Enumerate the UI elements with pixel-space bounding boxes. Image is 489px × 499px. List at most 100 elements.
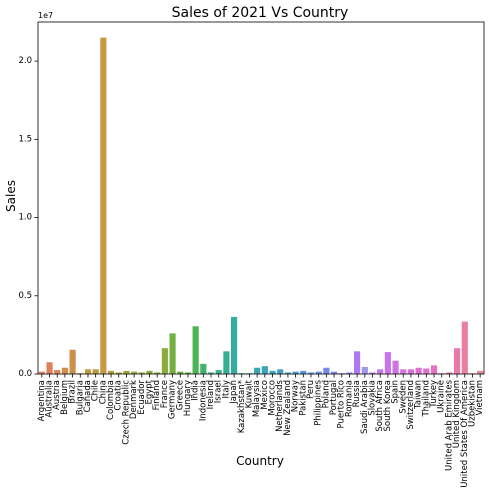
- bar-malaysia: [254, 367, 261, 374]
- x-axis-ticks: ArgentinaAustraliaAustriaBelgiumBrazilBu…: [37, 374, 485, 488]
- x-tick-label: Belgium: [60, 380, 70, 415]
- x-tick-label: Bulgaria: [75, 380, 85, 415]
- x-tick-label: Mexico: [260, 380, 270, 410]
- x-tick-label: Slovakia: [368, 380, 378, 416]
- x-tick-label: Poland: [321, 380, 331, 408]
- x-tick-label: Sweden: [398, 380, 408, 414]
- bar-south-korea: [384, 352, 391, 374]
- x-tick-label: Austria: [52, 380, 62, 410]
- x-tick-label: Brazil: [68, 380, 78, 404]
- bar-india: [192, 326, 199, 374]
- x-tick-label: Argentina: [37, 380, 47, 421]
- x-tick-label: Ireland: [206, 380, 216, 409]
- x-tick-label: Colombia: [106, 380, 116, 420]
- x-tick-label: Switzerland: [406, 380, 416, 430]
- x-tick-label: South Korea: [383, 380, 393, 432]
- x-tick-label: Morocco: [268, 380, 278, 416]
- x-tick-label: Czech Republic: [121, 380, 131, 445]
- x-tick-label: Japan: [229, 380, 239, 405]
- y-tick-label: 1.0: [18, 213, 32, 223]
- bar-hungary: [184, 372, 192, 374]
- x-tick-label: Germany: [168, 380, 178, 419]
- bar-ireland: [207, 372, 215, 374]
- x-tick-label: Portugal: [329, 380, 339, 415]
- x-tick-label: South Africa: [375, 380, 385, 432]
- bar-taiwan: [415, 367, 422, 374]
- bar-germany: [169, 333, 176, 374]
- y-axis-multiplier: 1e7: [38, 11, 53, 20]
- bar-czech-republic: [123, 370, 130, 374]
- bar-australia: [46, 362, 53, 374]
- bar-new-zealand: [284, 372, 291, 374]
- bar-egypt: [146, 370, 153, 374]
- x-tick-label: Hungary: [183, 380, 193, 416]
- y-tick-label: 0.5: [18, 291, 32, 301]
- bar-croatia: [115, 372, 122, 374]
- bar-china: [100, 37, 107, 374]
- bar-indonesia: [200, 363, 207, 374]
- y-tick-label: 1.5: [18, 134, 32, 144]
- x-tick-label: Kazakhstan*: [237, 380, 247, 433]
- x-tick-label: Finland: [152, 380, 162, 410]
- x-tick-label: Norway: [291, 380, 301, 412]
- bar-canada: [84, 369, 92, 374]
- x-tick-label: Kuwait: [244, 379, 254, 408]
- x-tick-label: India: [191, 380, 201, 401]
- x-tick-label: Israel: [214, 380, 224, 403]
- x-tick-label: Turkey: [429, 380, 439, 409]
- bar-united-states-of-america: [461, 321, 468, 374]
- x-tick-label: Canada: [83, 380, 93, 412]
- bar-russia: [354, 351, 361, 374]
- bar-japan: [231, 316, 238, 374]
- bar-spain: [392, 360, 399, 374]
- bar-portugal: [330, 371, 338, 374]
- bar-greece: [177, 371, 184, 374]
- plot-frame: [37, 21, 485, 375]
- x-tick-label: United States Of America: [460, 380, 470, 488]
- x-tick-label: Taiwan: [414, 380, 424, 410]
- bar-peru: [307, 372, 315, 374]
- bar-israel: [215, 370, 222, 374]
- bar-united-kingdom: [454, 348, 461, 374]
- bar-south-africa: [377, 369, 384, 374]
- bar-morocco: [269, 370, 276, 374]
- x-tick-label: Romania: [344, 380, 354, 417]
- x-tick-label: Philippines: [314, 379, 324, 425]
- bar-romania: [346, 372, 353, 374]
- bar-thailand: [423, 368, 430, 374]
- x-tick-label: China: [98, 380, 108, 404]
- bar-sweden: [400, 369, 407, 374]
- bar-pakistan: [300, 370, 307, 374]
- x-tick-label: Chile: [91, 380, 101, 401]
- x-tick-label: Denmark: [129, 380, 139, 419]
- bar-slovakia: [369, 372, 376, 374]
- y-tick-label: 2.0: [18, 56, 32, 66]
- x-tick-label: Croatia: [114, 380, 124, 411]
- x-tick-label: Egypt: [145, 379, 155, 404]
- x-tick-label: Indonesia: [198, 380, 208, 421]
- x-tick-label: Pakistan: [298, 380, 308, 416]
- bars-group: [38, 37, 484, 374]
- x-tick-label: Puerto Rico: [337, 380, 347, 428]
- x-tick-label: Ecuador: [137, 379, 147, 414]
- x-tick-label: Malaysia: [252, 380, 262, 417]
- bar-ecuador: [138, 372, 145, 374]
- x-tick-label: United Kingdom: [452, 380, 462, 448]
- bar-italy: [223, 351, 230, 374]
- bar-france: [161, 348, 168, 374]
- x-tick-label: Ukraine: [437, 380, 447, 413]
- bar-argentina: [38, 371, 45, 374]
- bar-netherlands: [277, 369, 284, 374]
- bar-norway: [292, 371, 299, 374]
- bar-colombia: [107, 370, 115, 374]
- x-tick-label: Peru: [306, 380, 316, 399]
- x-tick-label: Australia: [45, 380, 55, 418]
- x-tick-label: France: [160, 380, 170, 408]
- bar-austria: [54, 370, 61, 374]
- bar-saudi-arabia: [361, 366, 368, 374]
- x-tick-label: United Arab Emirates: [444, 379, 454, 471]
- x-tick-label: New Zealand: [283, 380, 293, 436]
- bar-mexico: [261, 366, 268, 374]
- bar-united-arab-emirates: [446, 372, 453, 374]
